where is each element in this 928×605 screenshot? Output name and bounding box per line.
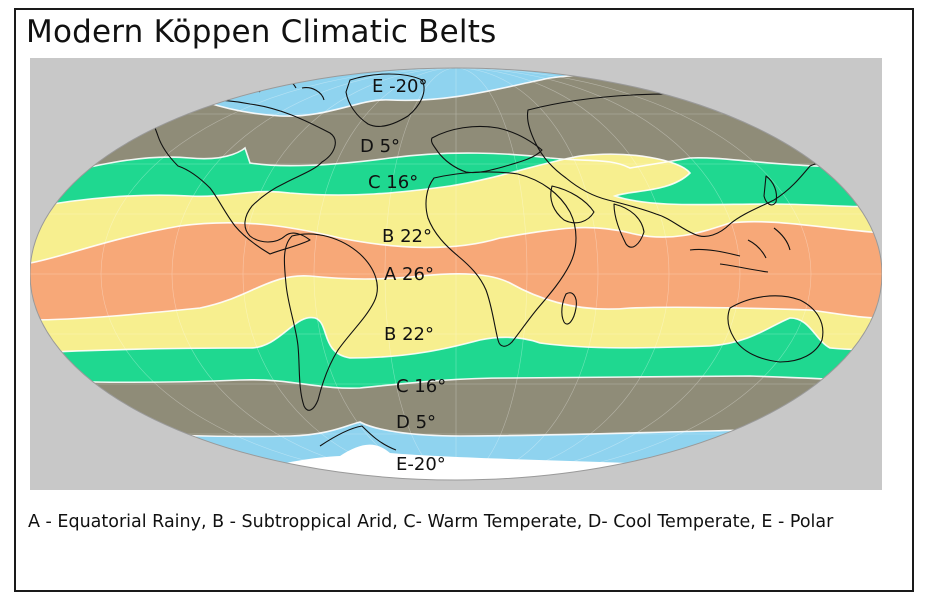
coast-europe — [430, 125, 543, 174]
world-map: E -20° D 5° C 16° B 22° A 26° B 22° C 16… — [30, 58, 882, 490]
label-C-north: C 16° — [368, 172, 418, 193]
label-D-north: D 5° — [360, 136, 400, 157]
globe-outline — [30, 67, 882, 481]
coast-india — [613, 203, 645, 248]
label-B-north: B 22° — [382, 226, 432, 247]
coast-arabia — [550, 185, 595, 224]
coast-indonesia — [689, 227, 791, 273]
coast-africa — [425, 171, 577, 347]
label-E-south: E-20° — [396, 454, 446, 475]
coast-south-america — [283, 233, 378, 411]
coast-australia — [727, 295, 824, 363]
zone-labels: E -20° D 5° C 16° B 22° A 26° B 22° C 16… — [360, 76, 446, 475]
label-A: A 26° — [384, 264, 434, 285]
label-E-north: E -20° — [372, 76, 428, 97]
coast-japan — [763, 175, 778, 206]
coast-greenland — [345, 73, 425, 127]
map-title: Modern Köppen Climatic Belts — [26, 14, 497, 50]
label-B-south: B 22° — [384, 324, 434, 345]
legend-text: A - Equatorial Rainy, B - Subtroppical A… — [28, 512, 834, 532]
label-C-south: C 16° — [396, 376, 446, 397]
coast-madagascar — [561, 292, 577, 325]
coast-antarctica — [319, 425, 397, 451]
label-D-south: D 5° — [396, 412, 436, 433]
coast-north-america — [149, 99, 336, 255]
